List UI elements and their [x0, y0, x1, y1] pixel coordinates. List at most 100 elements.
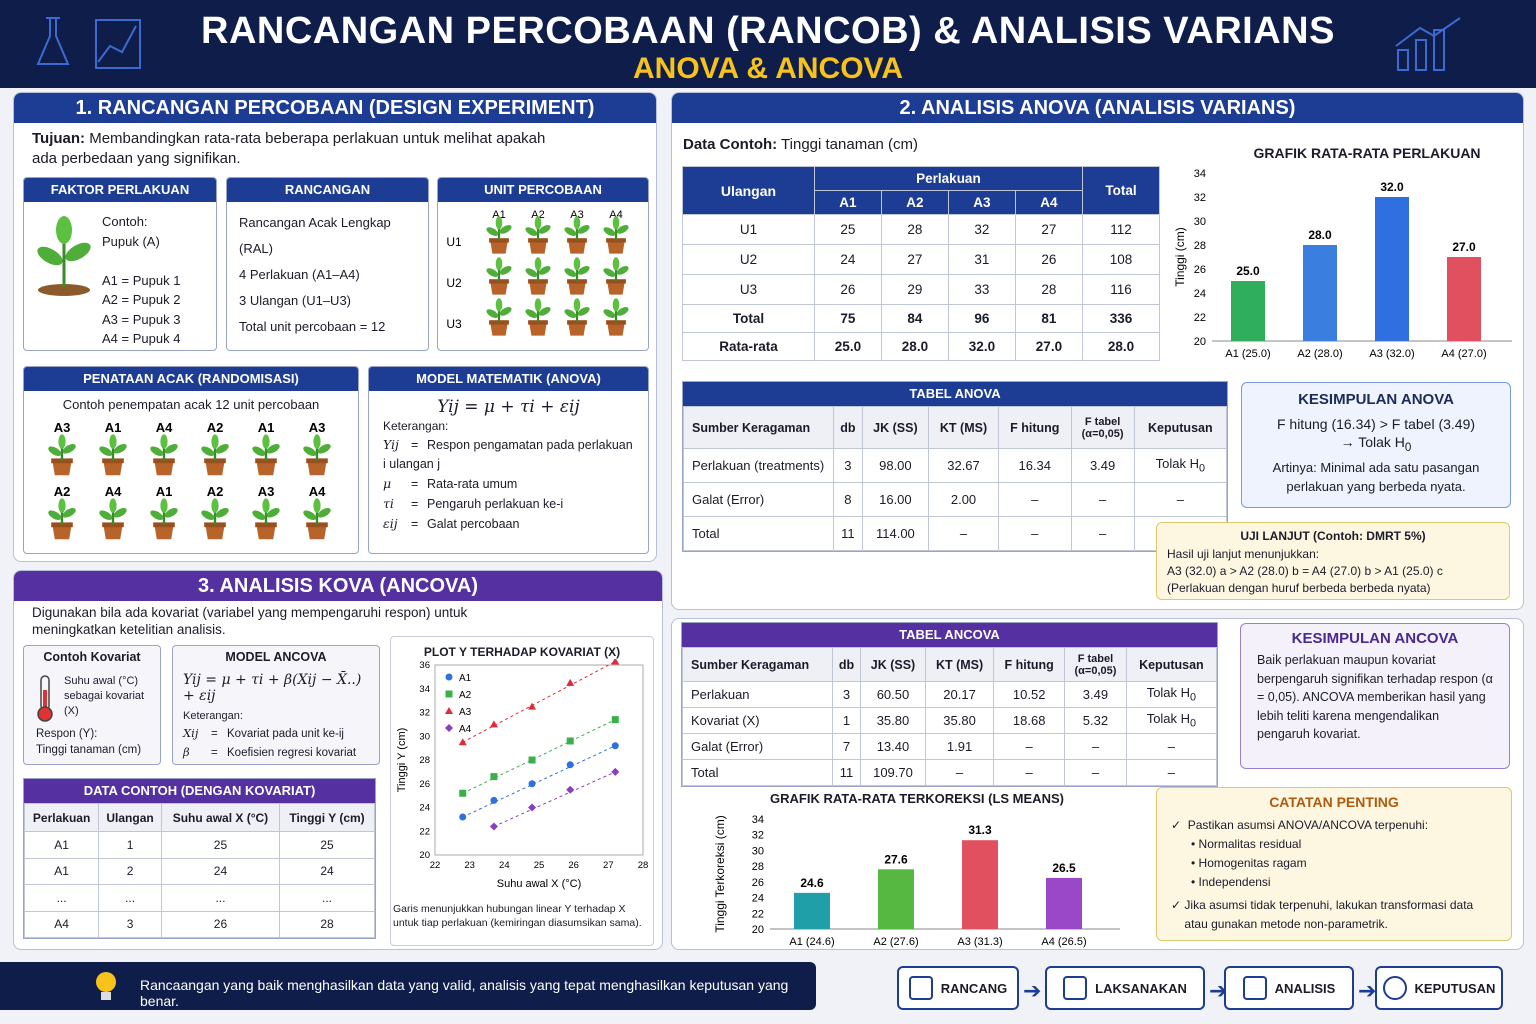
- acak-label: A4: [309, 484, 326, 499]
- scatter-box: PLOT Y TERHADAP KOVARIAT (X) 20 22 24 26 28 3…: [390, 636, 654, 946]
- pot-plant-icon: [603, 298, 629, 336]
- y-tick-label: 28: [1194, 240, 1206, 252]
- table-cell: 98.00: [861, 448, 930, 483]
- y-tick-label: 30: [752, 845, 764, 857]
- table-row: Galat (Error) 7 13.40 1.91– – –: [682, 733, 1218, 760]
- th-col: A4: [1014, 190, 1083, 215]
- table-cell: –: [997, 482, 1072, 517]
- kovariat-line: sebagai kovariat: [64, 690, 145, 702]
- table-cell: 18.68: [993, 707, 1066, 734]
- flow-step-analisis: ANALISIS: [1224, 966, 1354, 1010]
- table-cell: –: [993, 733, 1066, 760]
- table-cell: Galat (Error): [682, 733, 833, 760]
- rancangan-line: 3 Ulangan (U1–U3): [239, 293, 352, 308]
- table-cell: Galat (Error): [683, 482, 834, 517]
- faktor-line: A4 = Pupuk 4: [102, 331, 181, 346]
- unit-grid: A1 A2 A3 A4 U1 U2 U3: [446, 209, 629, 336]
- point: [528, 702, 537, 710]
- table-cell: 24: [279, 857, 375, 885]
- table-cell: A1: [23, 857, 100, 885]
- section-design-experiment: 1. RANCANGAN PERCOBAAN (DESIGN EXPERIMEN…: [13, 92, 657, 562]
- unit-row-label: U1: [446, 235, 462, 249]
- model-ancova-box: MODEL ANCOVA Yij = μ + τi + β(Xij − X̄..…: [172, 645, 380, 765]
- bar-value-label: 31.3: [968, 823, 992, 837]
- pot-plant-icon: [303, 434, 331, 476]
- table-cell: 96: [947, 304, 1016, 333]
- acak-label: A4: [105, 484, 122, 499]
- legend-marker: [445, 724, 453, 732]
- th-stat: F hitung: [993, 647, 1066, 682]
- faktor-line: [102, 251, 180, 271]
- keterangan-item: Xij = Kovariat pada unit ke-ij: [183, 726, 344, 740]
- table-cell: 112: [1081, 214, 1161, 245]
- faktor-line: A2 = Pupuk 2: [102, 292, 181, 307]
- x-tick-label: 22: [430, 860, 441, 871]
- table-cell: –: [997, 516, 1072, 551]
- point: [528, 756, 536, 764]
- table-cell: 32.0: [947, 332, 1016, 361]
- bar: [962, 840, 998, 929]
- section3-title: 3. ANALISIS KOVA (ANCOVA): [14, 571, 662, 601]
- pot-plant-icon: [252, 498, 280, 540]
- bar: [1447, 257, 1481, 341]
- table-cell: 108: [1081, 244, 1161, 275]
- table-cell: Tolak H0: [1125, 681, 1218, 708]
- anova-formula: Yij = μ + τi + εij: [437, 397, 580, 417]
- table-row: A1 1 25 25: [23, 831, 375, 859]
- pot-plant-icon: [564, 257, 590, 295]
- table-cell: –: [1133, 482, 1228, 517]
- point: [490, 773, 498, 781]
- th-col: A2: [880, 190, 949, 215]
- th-kov: Suhu awal X (°C): [160, 803, 281, 832]
- point: [566, 785, 575, 794]
- keterangan-item: εij = Galat percobaan: [383, 516, 520, 531]
- ancova-intro: Digunakan bila ada kovariat (variabel ya…: [32, 605, 468, 637]
- acak-label: A3: [258, 484, 275, 499]
- legend-label: A4: [459, 724, 472, 735]
- table-cell: Tolak H0: [1125, 707, 1218, 734]
- regression-line: [462, 719, 616, 794]
- table-cell: 28.0: [1081, 332, 1161, 361]
- category-label: A1 (24.6): [789, 936, 834, 948]
- table-cell: –: [1125, 759, 1218, 786]
- data-kovariat-table: DATA CONTOH (DENGAN KOVARIAT) Perlakuan U…: [23, 778, 376, 939]
- bar-value-label: 28.0: [1308, 228, 1332, 242]
- model-keterangan: Yij = Respon pengamatan pada perlakuan i u…: [369, 435, 648, 534]
- acak-label: A1: [258, 420, 275, 435]
- table-cell: 109.70: [860, 759, 926, 786]
- regression-line: [462, 745, 616, 818]
- table-row: A1 2 24 24: [23, 857, 375, 885]
- table-cell: Perlakuan: [682, 681, 833, 708]
- y-tick-label: 28: [752, 861, 764, 873]
- legend-marker: [445, 673, 453, 681]
- table-cell: 20.17: [924, 681, 995, 708]
- bar-value-label: 25.0: [1236, 264, 1260, 278]
- unit-row-label: U2: [446, 276, 462, 290]
- flask-chart-icon: [36, 17, 141, 69]
- catatan-bullet: • Homogenitas ragam: [1191, 856, 1307, 870]
- table-cell: 35.80: [924, 707, 995, 734]
- catatan-bullet: • Normalitas residual: [1191, 837, 1302, 851]
- table-cell: 24: [160, 857, 281, 885]
- footer-text: Rancaangan yang baik menghasilkan data y…: [140, 977, 789, 1009]
- table-cell: 25: [160, 831, 281, 859]
- chart3-title: GRAFIK RATA-RATA TERKOREKSI (LS MEANS): [770, 791, 1064, 806]
- table-cell: 116: [1081, 274, 1161, 305]
- th-stat: KT (MS): [928, 406, 999, 449]
- bar: [1303, 245, 1337, 341]
- pot-plant-icon: [525, 216, 551, 254]
- table-cell: 16.00: [861, 482, 930, 517]
- table-cell: 28: [1014, 274, 1083, 305]
- x-tick-label: 25: [534, 860, 545, 871]
- table-row: Perlakuan (treatments) 3 98.00 32.67 16.34 3.…: [683, 448, 1228, 483]
- th-stat: Keputusan: [1125, 647, 1218, 682]
- pot-plant-icon: [486, 257, 512, 295]
- faktor-line: A1 = Pupuk 1: [102, 272, 181, 288]
- page-title: RANCANGAN PERCOBAAN (RANCOB) & ANALISIS …: [201, 10, 1335, 52]
- y-axis-label: Tinggi Y (cm): [396, 728, 408, 793]
- th-perlakuan: Perlakuan: [813, 166, 1083, 191]
- table-cell: 75: [813, 304, 882, 333]
- keterangan-item: τi = Pengaruh perlakuan ke-i: [383, 496, 564, 511]
- table-cell: 3.49: [1070, 448, 1135, 483]
- point: [611, 742, 619, 750]
